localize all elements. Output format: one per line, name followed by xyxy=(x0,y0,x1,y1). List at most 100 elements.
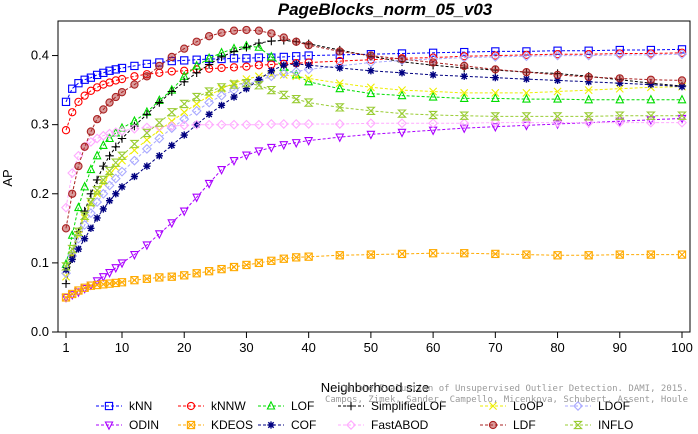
data-point-knn xyxy=(92,70,102,80)
data-point-ldf xyxy=(204,32,214,41)
legend-label: INFLO xyxy=(598,418,633,432)
data-point-ldf xyxy=(99,105,108,114)
data-point-inflo xyxy=(129,139,140,149)
data-point-knn xyxy=(192,55,201,64)
data-point-ldof xyxy=(303,64,314,75)
data-point-odin xyxy=(192,193,202,203)
data-point-kdeos xyxy=(267,256,276,265)
data-point-ldf xyxy=(366,51,376,60)
data-point-knnw xyxy=(68,108,77,117)
data-point-knn xyxy=(242,54,251,63)
x-tick-label: 90 xyxy=(613,340,627,355)
data-point-simplifiedlof xyxy=(180,77,189,87)
data-point-odin xyxy=(279,141,289,151)
data-point-cof xyxy=(647,80,655,89)
axes: 1 10 20 30 40 50 60 70 80 90 100 0.0 0.1 0.2 0.3 0.4 xyxy=(31,48,693,355)
data-point-kdeos xyxy=(584,251,593,260)
data-point-simplifiedlof xyxy=(192,68,201,78)
legend-item-inflo: INFLO xyxy=(565,418,633,432)
data-point-lof xyxy=(615,94,625,104)
data-point-fastabod xyxy=(428,118,439,129)
data-point-ldof xyxy=(129,155,140,166)
data-point-knnw xyxy=(584,50,593,59)
data-point-simplifiedlof xyxy=(553,69,562,78)
legend-item-knnw: kNNW xyxy=(178,399,246,413)
data-point-fastabod xyxy=(253,119,264,130)
data-point-knn xyxy=(491,47,500,56)
data-point-ldof xyxy=(191,105,202,116)
data-point-inflo xyxy=(117,151,127,160)
data-point-ldf xyxy=(428,58,438,67)
data-point-kdeos xyxy=(167,272,176,281)
data-point-fastabod xyxy=(216,119,227,130)
legend-marker-ldf xyxy=(488,420,498,430)
y-tick-label: 0.2 xyxy=(31,186,49,201)
data-point-inflo xyxy=(154,118,165,127)
data-point-cof xyxy=(180,131,188,139)
data-point-lof xyxy=(67,229,77,239)
data-point-ldof xyxy=(179,114,190,125)
data-point-fastabod xyxy=(61,202,71,213)
data-point-ldf xyxy=(92,114,102,124)
data-point-knn xyxy=(428,48,438,57)
x-tick-label: 60 xyxy=(426,340,440,355)
data-point-inflo xyxy=(179,99,190,109)
series-kdeos xyxy=(61,249,687,302)
data-point-knn xyxy=(68,84,77,93)
series-fastabod xyxy=(61,117,687,213)
data-point-fastabod xyxy=(241,119,252,130)
data-point-fastabod xyxy=(179,120,190,131)
data-point-kdeos xyxy=(553,251,562,260)
legend-item-lof: LOF xyxy=(258,399,314,413)
data-point-simplifiedlof xyxy=(242,43,251,52)
data-point-loop xyxy=(491,88,500,97)
data-point-ldof xyxy=(291,66,302,77)
data-point-ldf xyxy=(167,52,176,62)
data-point-loop xyxy=(615,84,624,93)
data-point-kdeos xyxy=(155,273,164,282)
data-point-cof xyxy=(143,162,151,170)
data-point-loop xyxy=(584,86,593,95)
legend-marker-knnw xyxy=(186,401,196,411)
series-line-knn xyxy=(65,48,683,103)
series-line-lof xyxy=(65,45,682,265)
data-point-knnw xyxy=(242,62,251,71)
data-point-inflo xyxy=(645,111,656,120)
data-point-cof xyxy=(491,74,499,82)
data-point-cof xyxy=(678,83,686,91)
data-point-kdeos xyxy=(242,260,251,270)
data-point-loop xyxy=(304,74,313,83)
data-point-lof xyxy=(397,90,407,100)
data-point-odin xyxy=(266,143,276,153)
data-point-simplifiedlof xyxy=(61,279,71,288)
data-point-fastabod xyxy=(552,117,563,128)
data-point-odin xyxy=(167,219,177,229)
data-point-inflo xyxy=(552,112,563,121)
data-point-ldof xyxy=(614,49,625,60)
data-point-lof xyxy=(584,94,594,104)
data-point-ldf xyxy=(677,76,687,85)
data-point-odin xyxy=(217,166,227,176)
data-point-odin xyxy=(490,123,500,133)
series-line-ldof xyxy=(65,53,683,274)
data-point-ldf xyxy=(86,127,96,136)
data-point-kdeos xyxy=(229,262,239,272)
data-point-lof xyxy=(98,139,108,149)
legend-label: LOF xyxy=(291,399,314,413)
data-point-kdeos xyxy=(130,276,139,285)
data-point-fastabod xyxy=(521,117,532,128)
data-point-inflo xyxy=(216,83,227,92)
data-point-ldf xyxy=(61,224,71,233)
data-point-fastabod xyxy=(85,136,96,147)
data-point-knnw xyxy=(130,72,139,81)
data-point-ldf xyxy=(130,80,139,89)
data-point-ldf xyxy=(267,29,276,38)
chart-title: PageBlocks_norm_05_v03 xyxy=(278,0,493,19)
data-point-inflo xyxy=(490,112,501,121)
data-point-ldf xyxy=(460,61,469,71)
data-point-inflo xyxy=(365,106,376,115)
series-line-knnw xyxy=(65,52,683,131)
data-point-lof xyxy=(105,133,115,143)
data-point-simplifiedlof xyxy=(99,161,108,171)
data-point-simplifiedlof xyxy=(254,38,264,48)
